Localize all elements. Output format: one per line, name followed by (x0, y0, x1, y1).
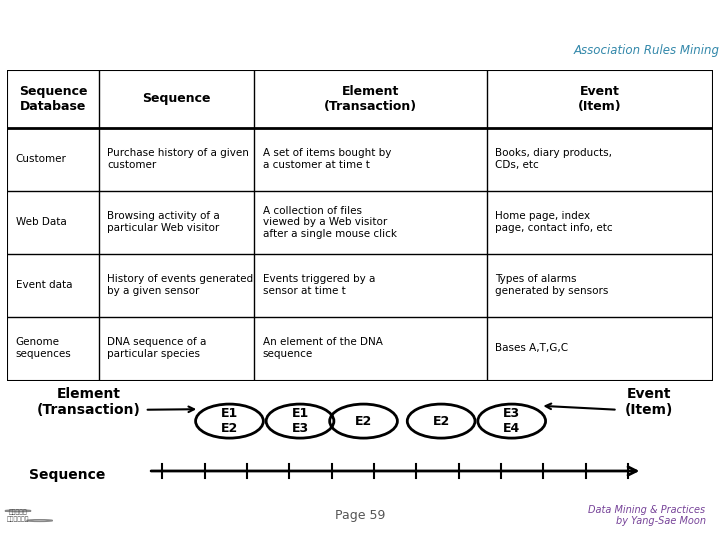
Text: Purchase history of a given
customer: Purchase history of a given customer (107, 148, 249, 170)
Text: Element
(Transaction): Element (Transaction) (324, 85, 417, 113)
Text: Association Rules Mining: Association Rules Mining (574, 44, 720, 57)
Text: E2: E2 (433, 415, 450, 428)
Text: Event
(Item): Event (Item) (625, 387, 673, 417)
Text: A set of items bought by
a customer at time t: A set of items bought by a customer at t… (263, 148, 391, 170)
Text: Browsing activity of a
particular Web visitor: Browsing activity of a particular Web vi… (107, 211, 220, 233)
Text: ▶: ▶ (19, 16, 42, 45)
Text: Types of alarms
generated by sensors: Types of alarms generated by sensors (495, 274, 609, 296)
Text: History of events generated
by a given sensor: History of events generated by a given s… (107, 274, 253, 296)
Text: E1
E3: E1 E3 (292, 407, 309, 435)
Text: Sequence: Sequence (143, 92, 211, 105)
Text: Sequence: Sequence (29, 468, 105, 482)
Text: Page 59: Page 59 (335, 509, 385, 522)
Text: Element
(Transaction): Element (Transaction) (37, 387, 140, 417)
Text: Data Mining & Practices
by Yang-Sae Moon: Data Mining & Practices by Yang-Sae Moon (588, 505, 706, 526)
Text: 시퀀스 데이터 예제: 시퀀스 데이터 예제 (75, 22, 204, 46)
Text: Event data: Event data (16, 280, 72, 290)
Text: DNA sequence of a
particular species: DNA sequence of a particular species (107, 338, 207, 359)
Text: 강원대학교
컴퓨터공학과: 강원대학교 컴퓨터공학과 (6, 510, 30, 522)
Text: An element of the DNA
sequence: An element of the DNA sequence (263, 338, 382, 359)
Text: E3
E4: E3 E4 (503, 407, 521, 435)
Text: Home page, index
page, contact info, etc: Home page, index page, contact info, etc (495, 211, 613, 233)
Text: Books, diary products,
CDs, etc: Books, diary products, CDs, etc (495, 148, 613, 170)
Text: E2: E2 (355, 415, 372, 428)
Text: Events triggered by a
sensor at time t: Events triggered by a sensor at time t (263, 274, 375, 296)
Text: Event
(Item): Event (Item) (578, 85, 621, 113)
Text: Genome
sequences: Genome sequences (16, 338, 71, 359)
Text: A collection of files
viewed by a Web visitor
after a single mouse click: A collection of files viewed by a Web vi… (263, 206, 397, 239)
Text: Bases A,T,G,C: Bases A,T,G,C (495, 343, 569, 353)
Text: Sequence
Database: Sequence Database (19, 85, 87, 113)
Text: Customer: Customer (16, 154, 66, 164)
Text: E1
E2: E1 E2 (221, 407, 238, 435)
Text: Web Data: Web Data (16, 217, 66, 227)
